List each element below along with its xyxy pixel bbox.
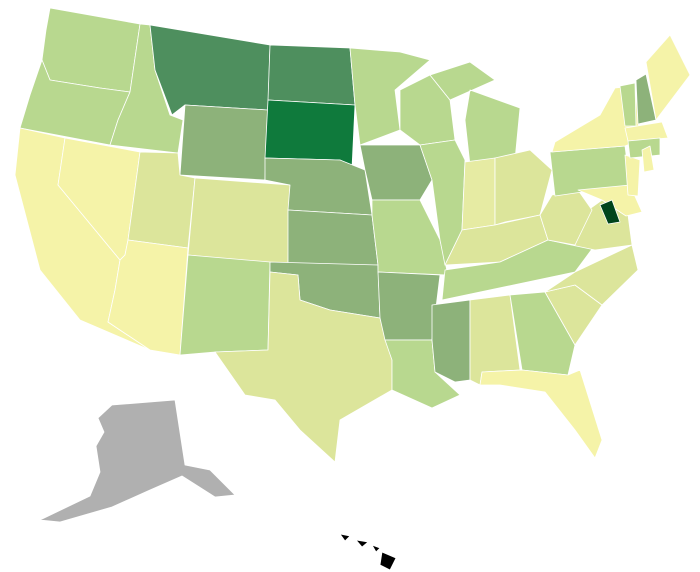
region xyxy=(624,121,669,142)
region xyxy=(39,399,236,523)
region xyxy=(599,199,621,225)
region xyxy=(509,291,576,376)
region xyxy=(539,189,593,246)
region xyxy=(624,154,641,197)
region xyxy=(187,177,291,266)
region xyxy=(645,34,691,121)
region xyxy=(41,7,141,93)
region xyxy=(544,244,639,306)
region xyxy=(641,145,655,173)
region xyxy=(461,157,496,231)
region xyxy=(264,99,356,169)
region xyxy=(179,254,271,356)
region xyxy=(377,271,441,341)
region xyxy=(431,299,471,383)
region xyxy=(214,271,393,463)
region xyxy=(359,144,433,201)
region xyxy=(349,47,431,146)
regions xyxy=(14,7,691,571)
region xyxy=(627,137,661,159)
region xyxy=(339,533,397,571)
region xyxy=(149,24,271,116)
region xyxy=(619,82,637,127)
region xyxy=(479,369,603,459)
region xyxy=(267,44,356,106)
region xyxy=(179,104,269,181)
region xyxy=(287,209,379,266)
